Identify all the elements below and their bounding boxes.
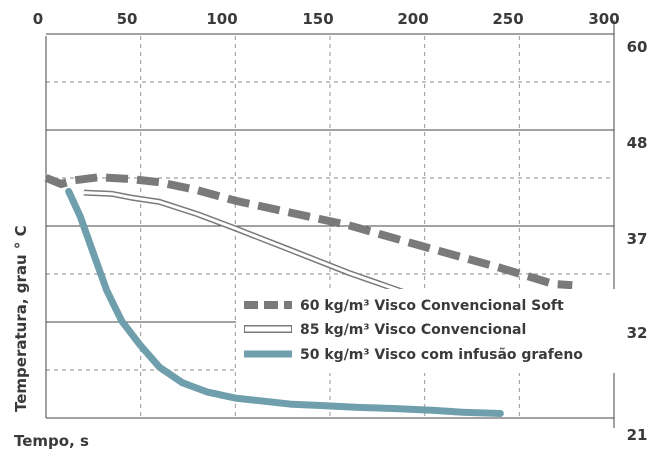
y-tick-label: 21 [627, 426, 648, 444]
x-tick-label: 200 [397, 10, 428, 28]
y-tick-label: 60 [627, 38, 648, 56]
y-tick-labels: 60 48 37 32 21 [627, 38, 648, 444]
legend-label-visco-convencional: 85 kg/m³ Visco Convencional [300, 322, 526, 338]
legend: 60 kg/m³ Visco Convencional Soft 85 kg/m… [236, 289, 616, 373]
y-tick-label: 48 [627, 134, 648, 152]
y-axis-title: Temperatura, grau ° C [12, 225, 30, 412]
x-tick-label: 300 [588, 10, 619, 28]
legend-label-visco-grafeno: 50 kg/m³ Visco com infusão grafeno [300, 347, 583, 363]
x-tick-label: 150 [302, 10, 333, 28]
x-tick-label: 250 [492, 10, 523, 28]
legend-label-visco-soft: 60 kg/m³ Visco Convencional Soft [300, 298, 564, 314]
legend-background [236, 289, 616, 373]
x-tick-label: 50 [117, 10, 138, 28]
x-tick-label: 0 [33, 10, 43, 28]
y-tick-label: 32 [627, 324, 648, 342]
x-tick-label: 100 [206, 10, 237, 28]
x-tick-labels: 0 50 100 150 200 250 300 [33, 10, 620, 28]
x-axis-title: Tempo, s [14, 432, 89, 450]
series-line-2 [65, 187, 504, 417]
series-line-0 [44, 173, 573, 290]
y-tick-label: 37 [627, 230, 648, 248]
